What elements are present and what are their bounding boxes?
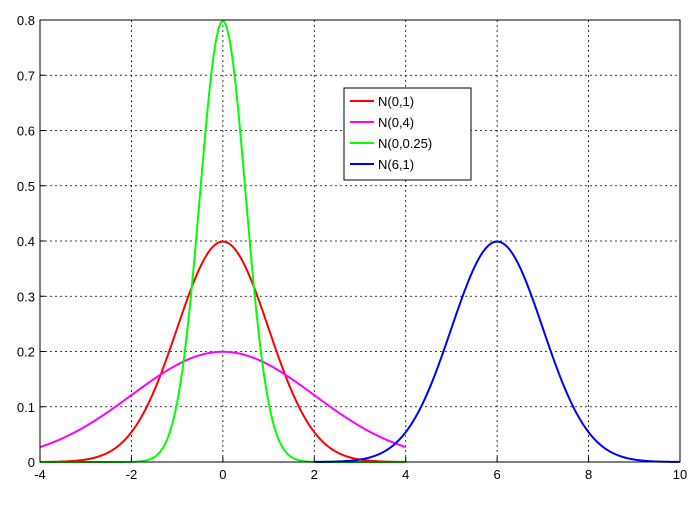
y-tick-label: 0.6 bbox=[17, 124, 35, 139]
y-tick-label: 0.2 bbox=[17, 345, 35, 360]
legend-label: N(0,4) bbox=[378, 115, 414, 130]
x-tick-label: 8 bbox=[585, 467, 592, 482]
series-line-0 bbox=[39, 240, 406, 463]
legend-label: N(0,0.25) bbox=[378, 136, 432, 151]
y-tick-label: 0.8 bbox=[17, 13, 35, 28]
legend: N(0,1) N(0,4) N(0,0.25) N(6,1) bbox=[343, 87, 472, 181]
series-line-3 bbox=[314, 240, 681, 463]
x-tick-label: 0 bbox=[219, 467, 226, 482]
y-tick-label: 0 bbox=[28, 455, 35, 470]
legend-label: N(6,1) bbox=[378, 157, 414, 172]
x-tick-label: 10 bbox=[673, 467, 687, 482]
y-tick-label: 0.7 bbox=[17, 68, 35, 83]
x-tick-label: 6 bbox=[494, 467, 501, 482]
series-line-1 bbox=[39, 350, 407, 449]
y-tick-label: 0.1 bbox=[17, 400, 35, 415]
y-tick-label: 0.5 bbox=[17, 179, 35, 194]
x-tick-label: 2 bbox=[311, 467, 318, 482]
y-axis-ticks: 0 0.1 0.2 0.3 0.4 0.5 0.6 0.7 0.8 bbox=[17, 13, 45, 470]
y-tick-label: 0.3 bbox=[17, 289, 35, 304]
legend-label: N(0,1) bbox=[378, 94, 414, 109]
x-axis-ticks: -4 -2 0 2 4 6 8 10 bbox=[34, 457, 687, 482]
y-tick-label: 0.4 bbox=[17, 234, 35, 249]
x-tick-label: 4 bbox=[402, 467, 409, 482]
x-tick-label: -2 bbox=[126, 467, 138, 482]
x-tick-label: -4 bbox=[34, 467, 46, 482]
